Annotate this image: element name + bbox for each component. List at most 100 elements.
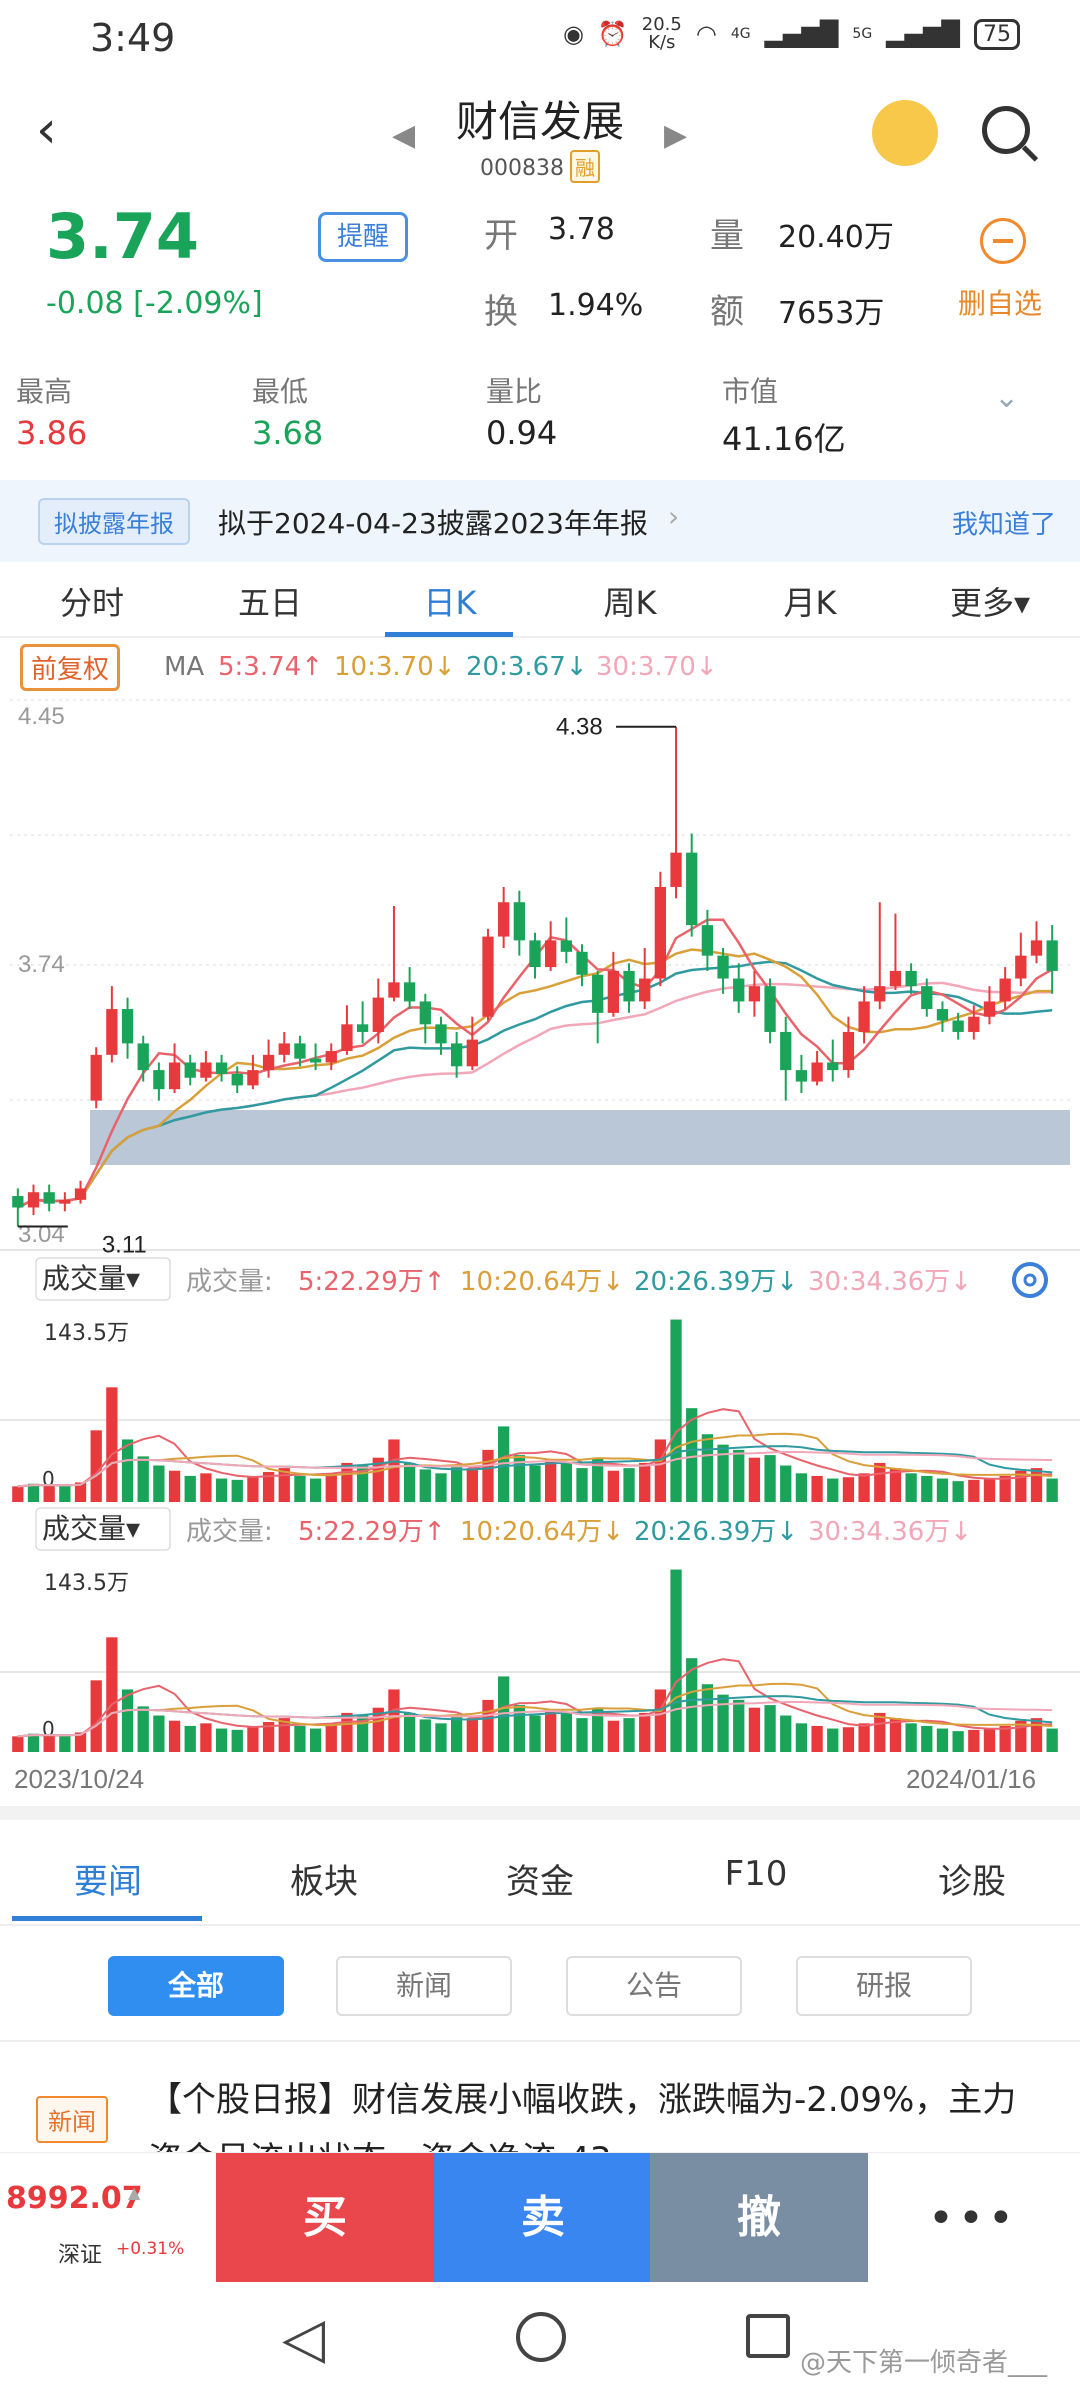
volume-bar xyxy=(106,1387,118,1502)
volume-bar xyxy=(1030,1718,1043,1752)
k-line-chart[interactable]: 4.45 3.74 3.04 4.38 3.11 成交量▾ 成交量: 5:22.2… xyxy=(0,690,1080,1800)
volume-bar xyxy=(59,1736,71,1752)
stat-mktcap-label: 市值 xyxy=(722,375,779,408)
volume-bar xyxy=(27,1483,40,1502)
tab-news[interactable]: 要闻 xyxy=(74,1862,142,1902)
tab-intraday[interactable]: 分时 xyxy=(59,584,124,622)
volume-bar xyxy=(262,1722,275,1752)
volume-bar xyxy=(309,1728,322,1752)
remove-watchlist-icon[interactable] xyxy=(980,218,1026,264)
date-end: 2024/01/16 xyxy=(906,1764,1036,1794)
settings-gear-icon[interactable] xyxy=(1012,1262,1048,1298)
buy-button[interactable]: 买 xyxy=(216,2153,434,2283)
tab-funds[interactable]: 资金 xyxy=(506,1862,574,1902)
volume-bar xyxy=(889,1718,902,1752)
candle-body xyxy=(858,1001,870,1032)
highlight-band xyxy=(90,1110,1070,1165)
index-value[interactable]: 8992.07 xyxy=(6,2181,143,2216)
watermark: @天下第一倾奇者___ xyxy=(800,2348,1048,2378)
filter-research[interactable]: 研报 xyxy=(796,1956,972,2016)
candle-body xyxy=(200,1062,212,1078)
filter-news[interactable]: 新闻 xyxy=(336,1956,512,2016)
volume-bar xyxy=(968,1479,980,1502)
stat-low-value: 3.68 xyxy=(252,414,324,452)
volume-bar xyxy=(795,1723,808,1752)
vol30-2: 30:34.36万↓ xyxy=(808,1517,972,1547)
candle-body xyxy=(983,1001,996,1017)
candle-body xyxy=(482,936,494,1017)
volume-bar xyxy=(529,1715,541,1752)
nav-back-icon[interactable]: ◁ xyxy=(282,2306,326,2371)
candle-body xyxy=(231,1073,243,1086)
volume-bar xyxy=(231,1729,243,1752)
volume-bar xyxy=(153,1715,165,1752)
mascot-icon[interactable] xyxy=(872,100,938,166)
volume-bar xyxy=(74,1482,87,1502)
candle-body xyxy=(733,978,745,1002)
adjust-dropdown[interactable]: 前复权 xyxy=(20,644,121,691)
status-icons: ◉ ⏰ 20.5 K/s ◠ 4G ▂▄▆█ 5G ▂▄▆█ 75 xyxy=(563,16,1020,52)
volume-bar xyxy=(1046,1478,1058,1502)
volume-selector-1[interactable] xyxy=(35,1257,171,1301)
stat-high-value: 3.86 xyxy=(16,414,88,452)
prev-stock-icon[interactable]: ◀ xyxy=(392,118,416,153)
filter-all[interactable]: 全部 xyxy=(108,1956,284,2016)
low-marker: 3.11 xyxy=(102,1232,147,1259)
candle-body xyxy=(325,1051,337,1063)
volume-bar xyxy=(764,1455,776,1502)
back-icon[interactable]: ‹ xyxy=(36,100,57,160)
volume-bar xyxy=(952,1481,964,1502)
next-stock-icon[interactable]: ▶ xyxy=(664,118,688,153)
cancel-order-button[interactable]: 撤 xyxy=(650,2153,868,2283)
sell-button[interactable]: 卖 xyxy=(434,2153,652,2283)
candle-body xyxy=(529,940,541,968)
tab-sector[interactable]: 板块 xyxy=(290,1862,358,1902)
volume-bar xyxy=(59,1486,71,1502)
open-label: 开 xyxy=(484,216,518,256)
volume-bar xyxy=(12,1486,24,1502)
volume-bar xyxy=(215,1728,228,1752)
volume-value: 20.40万 xyxy=(778,220,894,255)
volume-bar xyxy=(168,1720,181,1752)
remind-button[interactable]: 提醒 xyxy=(318,212,408,262)
tab-weekly-k[interactable]: 周K xyxy=(603,584,657,622)
candle-body xyxy=(168,1062,181,1090)
volume-bar xyxy=(748,1457,761,1502)
tab-daily-k[interactable]: 日K xyxy=(423,584,477,622)
candle-body xyxy=(905,970,917,987)
volume-prefix-1: 成交量: xyxy=(186,1267,273,1297)
remove-watchlist-button[interactable]: 删自选 xyxy=(958,287,1043,320)
wifi-icon: ◠ xyxy=(695,20,717,48)
tab-five-day[interactable]: 五日 xyxy=(237,584,302,622)
nav-recents-icon[interactable] xyxy=(746,2314,790,2358)
tab-f10[interactable]: F10 xyxy=(724,1854,788,1894)
candle-body xyxy=(670,852,682,887)
nav-home-icon[interactable] xyxy=(516,2312,566,2362)
tab-diagnosis[interactable]: 诊股 xyxy=(938,1862,1006,1902)
tab-monthly-k[interactable]: 月K xyxy=(783,584,837,622)
volume-bar xyxy=(341,1462,353,1502)
vol-ma30-line xyxy=(17,1701,1053,1738)
expand-chevron-icon[interactable]: ⌄ xyxy=(994,380,1020,415)
volume-selector-2[interactable] xyxy=(35,1507,171,1551)
volume-bar xyxy=(780,1715,792,1752)
volume-bar xyxy=(74,1732,87,1752)
ma30-label: 30:3.70↓ xyxy=(596,652,718,682)
volume-bar xyxy=(356,1715,369,1752)
search-icon[interactable] xyxy=(982,106,1030,154)
system-nav-bar: ◁ @天下第一倾奇者___ xyxy=(0,2282,1080,2400)
volume-bar xyxy=(748,1707,761,1752)
candle-body xyxy=(952,1020,964,1032)
notice-text[interactable]: 拟于2024-04-23披露2023年年报 xyxy=(218,507,648,540)
filter-announcement[interactable]: 公告 xyxy=(566,1956,742,2016)
volume-bar xyxy=(983,1478,996,1502)
volume-bar xyxy=(701,1684,714,1752)
volume-bar xyxy=(388,1439,400,1502)
notice-dismiss-button[interactable]: 我知道了 xyxy=(951,510,1056,540)
tab-more[interactable]: 更多▾ xyxy=(949,584,1031,622)
more-options-button[interactable]: ••• xyxy=(928,2193,1018,2244)
net-speed: 20.5 K/s xyxy=(641,14,682,53)
notice-banner[interactable]: 拟披露年报 拟于2024-04-23披露2023年年报 › 我知道了 xyxy=(0,480,1080,562)
volume-bar xyxy=(403,1462,416,1502)
volume-bar xyxy=(654,1689,667,1752)
